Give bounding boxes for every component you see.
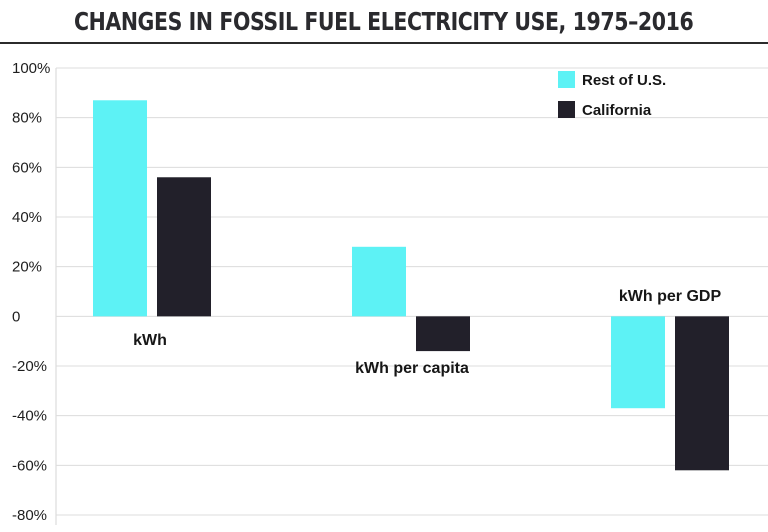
legend-swatch <box>558 71 575 88</box>
category-labels: kWh kWh per capita kWh per GDP <box>133 288 721 377</box>
bar-rest-of-u-s--kwh <box>93 100 147 317</box>
y-tick-label: -40% <box>12 408 47 425</box>
y-tick-label: -20% <box>12 358 47 375</box>
legend-label: California <box>582 102 652 119</box>
category-label: kWh <box>133 332 167 349</box>
y-tick-label: 100% <box>12 60 50 77</box>
y-axis: 100% 80% 60% 40% 20% 0 -20% -40% -60% -80% <box>12 60 50 524</box>
legend: Rest of U.S. California <box>558 71 666 119</box>
y-tick-label: -60% <box>12 457 47 474</box>
legend-swatch <box>558 101 575 118</box>
y-tick-label: 60% <box>12 159 42 176</box>
y-tick-label: 0 <box>12 308 20 325</box>
bar-california-kwh <box>157 177 211 317</box>
bar-rest-of-u-s--kwh-per-gdp <box>611 316 665 409</box>
category-label: kWh per capita <box>355 360 469 377</box>
y-tick-label: 40% <box>12 209 42 226</box>
legend-label: Rest of U.S. <box>582 72 666 89</box>
bars <box>93 100 729 471</box>
y-tick-label: -80% <box>12 507 47 524</box>
y-tick-label: 20% <box>12 259 42 276</box>
bar-california-kwh-per-capita <box>416 316 470 352</box>
bar-california-kwh-per-gdp <box>675 316 729 471</box>
y-tick-label: 80% <box>12 110 42 127</box>
category-label: kWh per GDP <box>619 288 722 305</box>
chart-title: CHANGES IN FOSSIL FUEL ELECTRICITY USE, … <box>74 6 694 36</box>
title-bar: CHANGES IN FOSSIL FUEL ELECTRICITY USE, … <box>0 0 768 44</box>
bar-rest-of-u-s--kwh-per-capita <box>352 246 406 317</box>
